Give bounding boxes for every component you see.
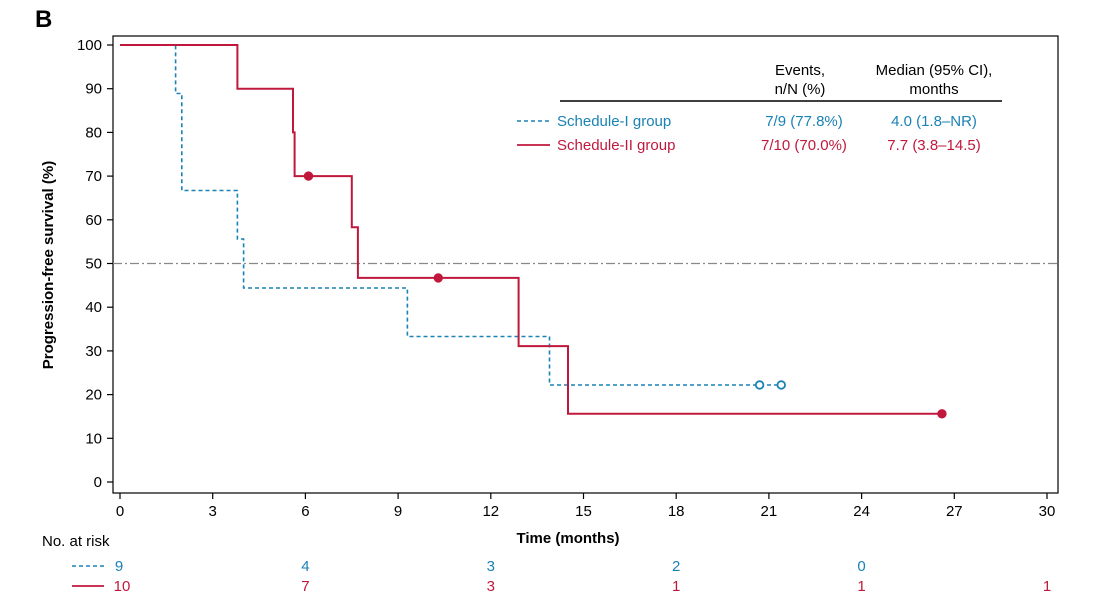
legend-name-schedule-ii: Schedule-II group [557, 137, 675, 154]
y-tick-label: 10 [85, 430, 102, 447]
risk-value: 1 [1043, 578, 1051, 595]
legend: Events, n/N (%) Median (95% CI), months … [517, 62, 1002, 154]
risk-values: 9 4 3 2 0 10 7 3 1 1 1 [114, 558, 1052, 595]
legend-header-median-2: months [909, 81, 958, 98]
survival-curves [120, 44, 942, 415]
legend-header-events-1: Events, [775, 62, 825, 79]
risk-table-label: No. at risk [42, 533, 110, 550]
x-tick-label: 27 [946, 503, 963, 520]
censor-markers [303, 171, 947, 419]
risk-value: 3 [487, 558, 495, 575]
risk-value: 4 [301, 558, 309, 575]
risk-value: 10 [114, 578, 131, 595]
y-tick-label: 80 [85, 124, 102, 141]
risk-value: 0 [857, 558, 865, 575]
legend-median-schedule-i: 4.0 (1.8–NR) [891, 113, 977, 130]
x-tick-label: 30 [1039, 503, 1056, 520]
panel-label: B [35, 6, 52, 33]
legend-events-schedule-i: 7/9 (77.8%) [765, 113, 843, 130]
series-line-schedule-ii [120, 44, 942, 415]
risk-value: 1 [672, 578, 680, 595]
series-line-schedule-i [120, 44, 782, 386]
plot-area [112, 35, 1059, 494]
y-tick-label: 20 [85, 387, 102, 404]
x-axis: 0 3 6 9 12 15 18 21 24 27 30 [116, 493, 1056, 520]
x-tick-label: 3 [209, 503, 217, 520]
censor-marker [937, 409, 947, 419]
legend-name-schedule-i: Schedule-I group [557, 113, 671, 130]
x-tick-label: 12 [482, 503, 499, 520]
legend-events-schedule-ii: 7/10 (70.0%) [761, 137, 847, 154]
risk-table: No. at risk 9 4 3 2 0 10 7 3 1 1 1 [42, 533, 1051, 595]
risk-value: 1 [857, 578, 865, 595]
y-tick-label: 40 [85, 299, 102, 316]
y-tick-label: 0 [94, 474, 102, 491]
x-axis-title: Time (months) [516, 530, 619, 547]
plot-border [112, 35, 1059, 494]
y-tick-label: 100 [77, 37, 102, 54]
censor-marker [433, 273, 443, 283]
y-axis-title: Progression-free survival (%) [40, 161, 57, 369]
x-tick-label: 0 [116, 503, 124, 520]
risk-value: 2 [672, 558, 680, 575]
x-tick-label: 18 [668, 503, 685, 520]
risk-value: 9 [115, 558, 123, 575]
censor-marker [303, 171, 314, 181]
x-tick-label: 21 [761, 503, 778, 520]
risk-value: 7 [301, 578, 309, 595]
x-tick-label: 24 [853, 503, 870, 520]
risk-value: 3 [487, 578, 495, 595]
legend-header-events-2: n/N (%) [775, 81, 826, 98]
censor-marker [754, 380, 765, 390]
y-tick-label: 50 [85, 256, 102, 273]
y-tick-label: 70 [85, 168, 102, 185]
x-tick-label: 15 [575, 503, 592, 520]
y-tick-label: 30 [85, 343, 102, 360]
legend-median-schedule-ii: 7.7 (3.8–14.5) [887, 137, 980, 154]
censor-marker [776, 380, 786, 390]
y-tick-label: 60 [85, 212, 102, 229]
y-tick-label: 90 [85, 81, 102, 98]
x-tick-label: 6 [301, 503, 309, 520]
y-axis: 0 10 20 30 40 50 60 70 80 90 100 [77, 37, 113, 491]
x-tick-label: 9 [394, 503, 402, 520]
legend-header-median-1: Median (95% CI), [876, 62, 993, 79]
